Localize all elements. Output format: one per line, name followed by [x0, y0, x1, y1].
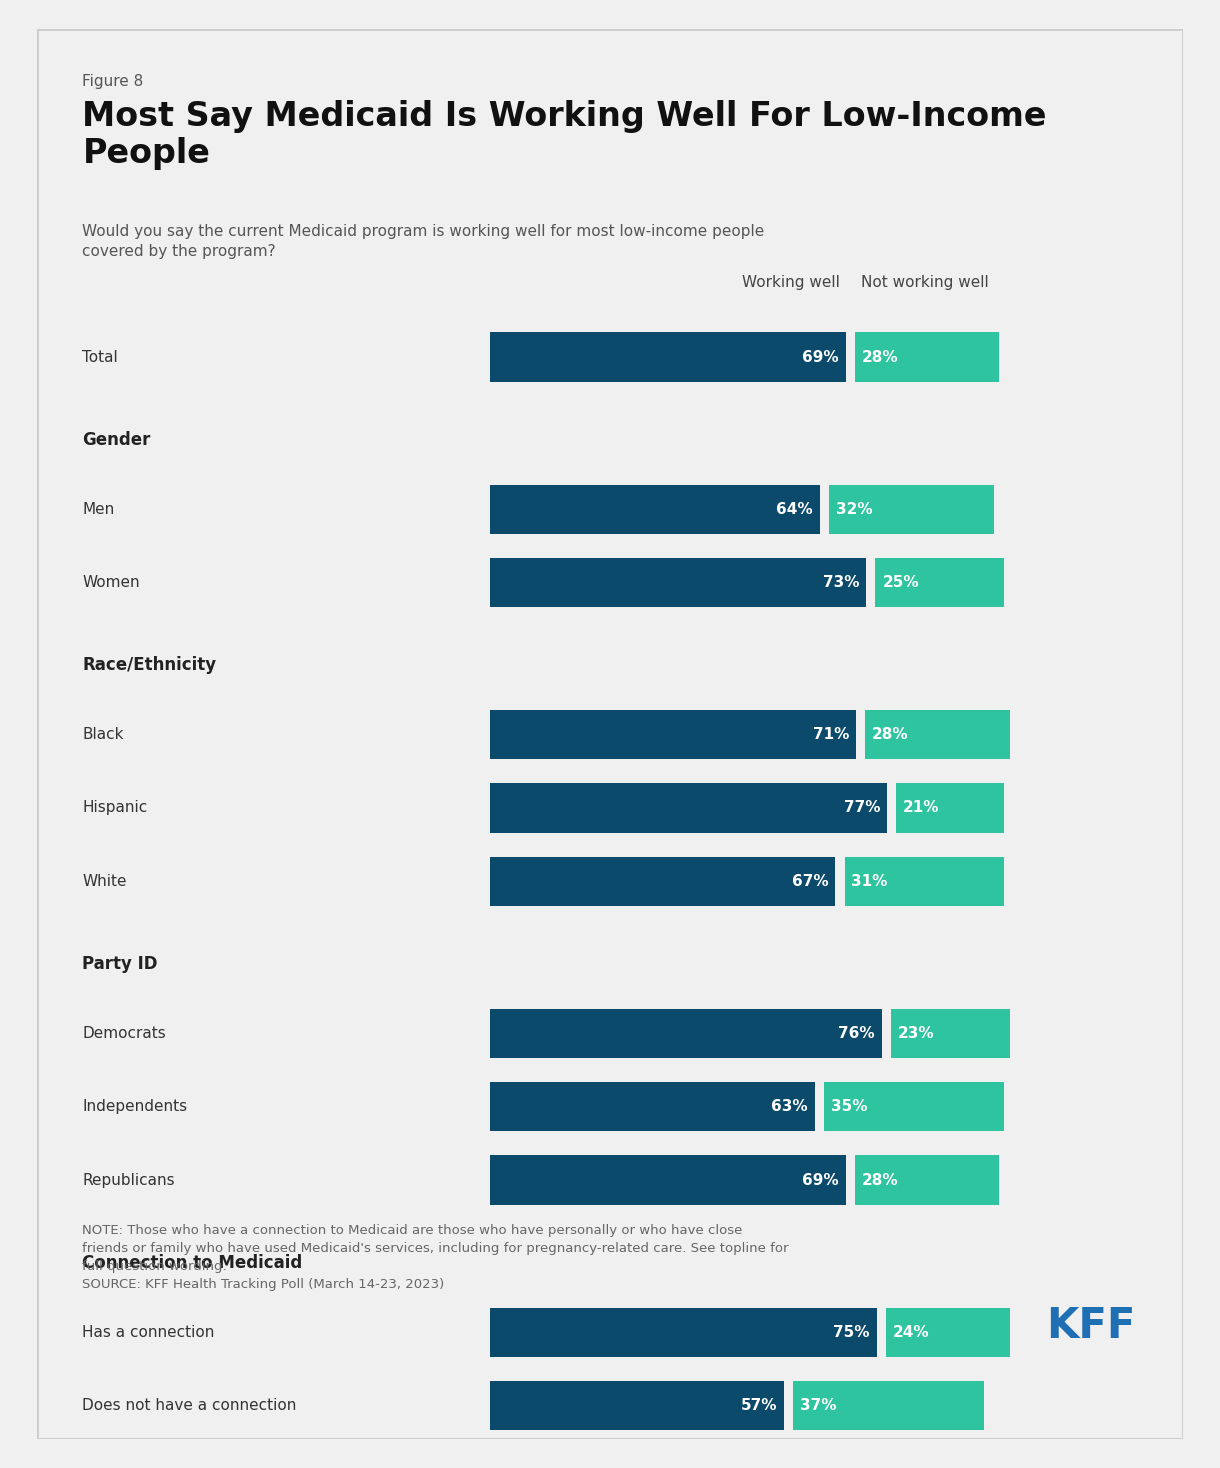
- Text: Independents: Independents: [83, 1100, 188, 1114]
- Text: 75%: 75%: [833, 1324, 870, 1340]
- Bar: [855, 1155, 999, 1205]
- Text: Race/Ethnicity: Race/Ethnicity: [83, 656, 217, 674]
- Bar: [830, 484, 994, 534]
- Text: Working well: Working well: [742, 275, 839, 291]
- Bar: [865, 711, 1010, 759]
- Text: Total: Total: [83, 349, 118, 364]
- Bar: [489, 558, 866, 608]
- Bar: [876, 558, 1004, 608]
- Bar: [793, 1381, 983, 1430]
- Text: Has a connection: Has a connection: [83, 1324, 215, 1340]
- Bar: [844, 857, 1004, 906]
- Text: Hispanic: Hispanic: [83, 800, 148, 816]
- Text: 32%: 32%: [836, 502, 872, 517]
- Bar: [489, 1155, 845, 1205]
- Text: 25%: 25%: [882, 575, 919, 590]
- Bar: [489, 1009, 882, 1058]
- Text: 57%: 57%: [741, 1398, 777, 1414]
- Text: Does not have a connection: Does not have a connection: [83, 1398, 296, 1414]
- Bar: [489, 711, 856, 759]
- Text: 28%: 28%: [861, 349, 898, 364]
- Text: Most Say Medicaid Is Working Well For Low-Income
People: Most Say Medicaid Is Working Well For Lo…: [83, 100, 1047, 170]
- Text: 28%: 28%: [861, 1173, 898, 1188]
- Text: 73%: 73%: [824, 575, 859, 590]
- Text: 77%: 77%: [843, 800, 880, 816]
- Text: 28%: 28%: [872, 727, 909, 743]
- Text: 23%: 23%: [898, 1026, 935, 1041]
- Bar: [489, 1082, 815, 1132]
- Text: Men: Men: [83, 502, 115, 517]
- Text: Would you say the current Medicaid program is working well for most low-income p: Would you say the current Medicaid progr…: [83, 223, 765, 258]
- Text: Party ID: Party ID: [83, 956, 157, 973]
- Text: 67%: 67%: [792, 873, 828, 888]
- Bar: [489, 784, 887, 832]
- Text: Not working well: Not working well: [860, 275, 988, 291]
- Text: Black: Black: [83, 727, 124, 743]
- Bar: [489, 484, 820, 534]
- Bar: [891, 1009, 1010, 1058]
- Text: Connection to Medicaid: Connection to Medicaid: [83, 1254, 303, 1273]
- Text: 69%: 69%: [803, 1173, 839, 1188]
- Text: 24%: 24%: [893, 1324, 930, 1340]
- Text: Democrats: Democrats: [83, 1026, 166, 1041]
- Text: Gender: Gender: [83, 432, 151, 449]
- Text: 37%: 37%: [800, 1398, 836, 1414]
- Text: Women: Women: [83, 575, 140, 590]
- Text: 31%: 31%: [852, 873, 888, 888]
- Text: 35%: 35%: [831, 1100, 867, 1114]
- Text: 63%: 63%: [771, 1100, 808, 1114]
- Bar: [897, 784, 1004, 832]
- Text: White: White: [83, 873, 127, 888]
- Text: NOTE: Those who have a connection to Medicaid are those who have personally or w: NOTE: Those who have a connection to Med…: [83, 1224, 789, 1292]
- Text: KFF: KFF: [1046, 1305, 1135, 1346]
- Bar: [855, 332, 999, 382]
- Bar: [489, 332, 845, 382]
- Bar: [824, 1082, 1004, 1132]
- Bar: [489, 1308, 877, 1356]
- Text: Figure 8: Figure 8: [83, 75, 144, 90]
- Text: 71%: 71%: [813, 727, 849, 743]
- Text: 64%: 64%: [776, 502, 813, 517]
- Text: Republicans: Republicans: [83, 1173, 176, 1188]
- Text: 69%: 69%: [803, 349, 839, 364]
- Bar: [886, 1308, 1010, 1356]
- Text: 76%: 76%: [838, 1026, 875, 1041]
- Bar: [489, 857, 836, 906]
- Bar: [489, 1381, 783, 1430]
- Text: 21%: 21%: [903, 800, 939, 816]
